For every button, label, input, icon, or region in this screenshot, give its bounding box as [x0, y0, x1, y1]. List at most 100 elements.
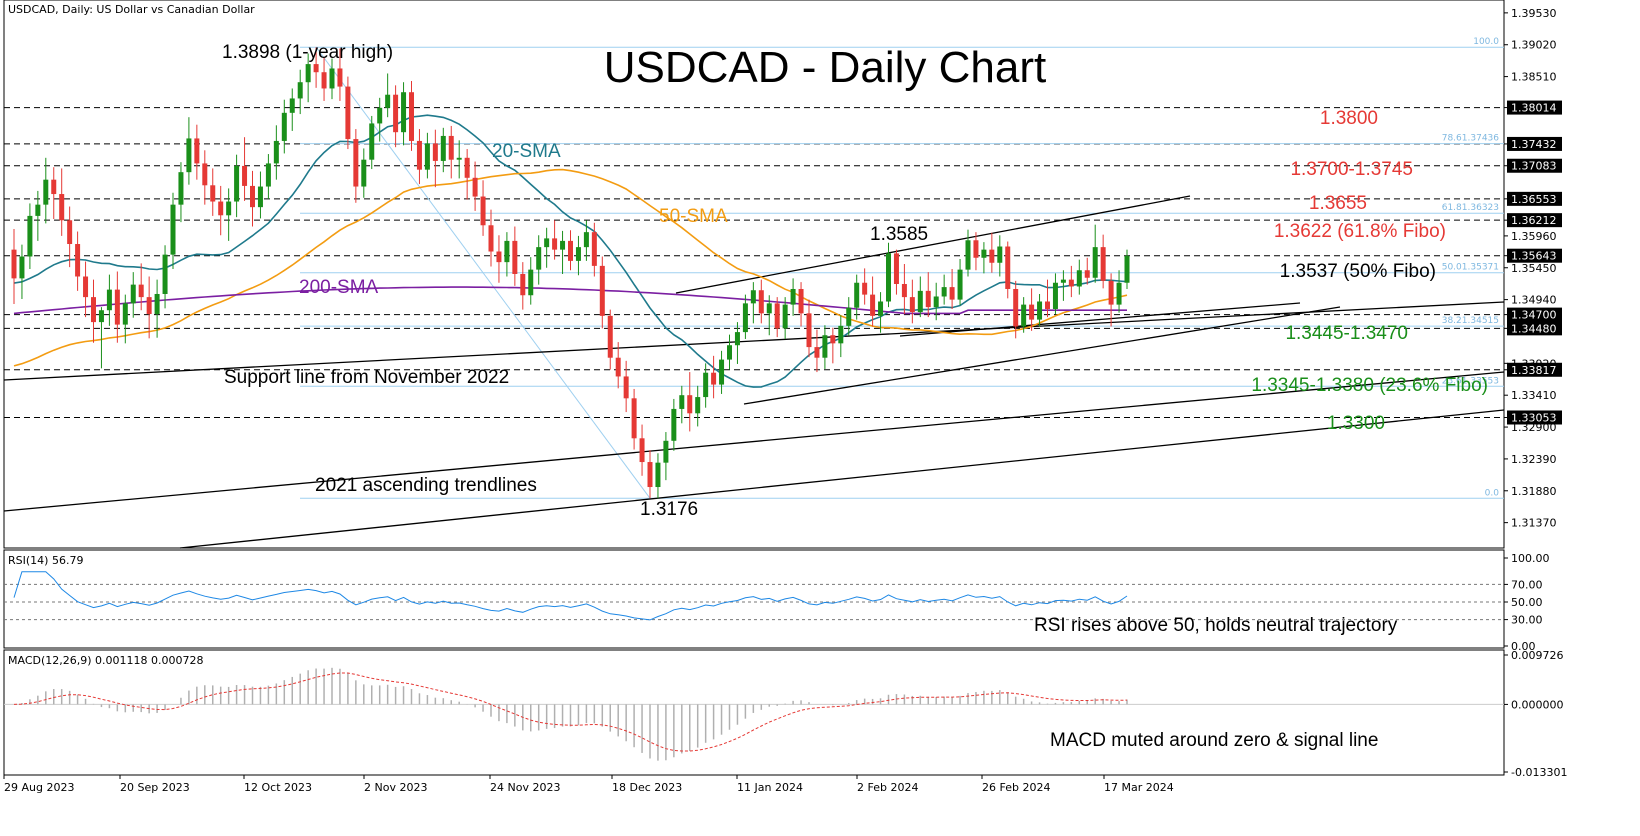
- candle-body: [19, 256, 25, 279]
- price-tick-highlight: [1507, 410, 1562, 425]
- candle-body: [385, 94, 391, 108]
- candle: [941, 274, 947, 305]
- candle: [981, 242, 987, 274]
- candle: [727, 334, 732, 370]
- date-tick-label: 18 Dec 2023: [612, 781, 682, 794]
- rsi-tick-label: 30.00: [1511, 614, 1543, 627]
- candle-body: [297, 82, 303, 99]
- fib-label: 61.81.36323: [1442, 203, 1499, 213]
- candle: [257, 171, 263, 219]
- candle-body: [941, 287, 947, 297]
- price-tick-highlight: [1507, 158, 1562, 173]
- candle: [393, 85, 399, 148]
- candle: [846, 297, 852, 336]
- candle-body: [806, 313, 812, 348]
- rsi-header: RSI(14) 56.79: [8, 554, 83, 567]
- candle: [1084, 257, 1090, 285]
- rsi-layer: 100.00 70.00 50.00 30.00 0.00: [4, 552, 1550, 653]
- candle: [265, 154, 271, 200]
- candle-body: [854, 282, 860, 308]
- candle-body: [671, 408, 677, 441]
- candle-body: [1108, 280, 1114, 305]
- candle-body: [162, 254, 168, 294]
- candle: [862, 268, 868, 305]
- candle-body: [186, 138, 192, 173]
- candle: [758, 279, 764, 324]
- candle: [1068, 265, 1074, 298]
- candle-body: [432, 143, 438, 161]
- candle: [1092, 224, 1098, 283]
- date-tick-label: 11 Jan 2024: [737, 781, 803, 794]
- rsi-tick-label: 100.00: [1511, 552, 1550, 565]
- candle: [353, 129, 359, 203]
- candle-body: [242, 165, 248, 186]
- candle: [361, 148, 367, 198]
- candle-body: [655, 462, 661, 488]
- candle: [337, 48, 343, 101]
- candle: [440, 127, 446, 173]
- candle-body: [727, 345, 732, 360]
- trendline-layer: [3, 195, 1505, 549]
- candle: [409, 80, 414, 151]
- date-tick-label: 2 Nov 2023: [364, 781, 427, 794]
- candle-body: [43, 179, 49, 205]
- candle-body: [226, 201, 232, 216]
- candle: [671, 398, 677, 451]
- candle-body: [695, 397, 701, 414]
- candle-body: [981, 249, 987, 258]
- candle-body: [67, 220, 73, 245]
- candle: [448, 125, 454, 179]
- candle: [488, 209, 494, 267]
- price-tick-label: 1.33053: [1511, 411, 1557, 424]
- candle-body: [1084, 270, 1090, 278]
- candle: [965, 229, 971, 277]
- candle-body: [965, 240, 971, 270]
- candle-body: [51, 179, 57, 195]
- candle-body: [369, 123, 375, 160]
- candle-body: [464, 157, 470, 178]
- annotation-support-nov2022: Support line from November 2022: [224, 367, 509, 388]
- candle-body: [997, 246, 1003, 263]
- fib-label: 0.0: [1485, 488, 1500, 498]
- candle: [329, 58, 335, 100]
- candle: [782, 297, 788, 339]
- candle: [742, 294, 748, 339]
- candle: [289, 88, 295, 131]
- ma-line-20-sma: [13, 114, 1128, 388]
- candle: [925, 272, 931, 318]
- rsi-panel-frame: [3, 549, 1505, 649]
- trendline-2021-upper: [3, 371, 1505, 512]
- candle-body: [1005, 246, 1011, 289]
- candle-body: [568, 240, 573, 261]
- candle-body: [1100, 247, 1106, 281]
- candle-body: [337, 68, 343, 87]
- macd-header: MACD(12,26,9) 0.001118 0.000728: [8, 654, 204, 667]
- candle-body: [846, 307, 852, 326]
- candle: [202, 150, 208, 205]
- candle-body: [114, 289, 120, 325]
- candle-body: [353, 139, 359, 187]
- candle: [822, 325, 828, 369]
- candle: [854, 274, 860, 320]
- candle-body: [11, 249, 17, 279]
- candle: [1037, 293, 1043, 327]
- candle-body: [424, 143, 430, 170]
- candle-body: [838, 325, 844, 344]
- candle: [607, 309, 613, 370]
- candle: [178, 162, 184, 223]
- candle-body: [35, 204, 41, 216]
- candle: [909, 279, 915, 324]
- price-tick-label: 1.32900: [1511, 421, 1557, 434]
- candle-body: [289, 98, 295, 113]
- candle-body: [1092, 247, 1098, 278]
- candle: [520, 262, 526, 310]
- candle: [281, 99, 287, 154]
- candle-body: [1029, 304, 1035, 320]
- candle: [1021, 297, 1027, 333]
- candle: [234, 154, 240, 218]
- candle-body: [456, 157, 462, 160]
- candle: [138, 263, 144, 311]
- candle: [790, 278, 796, 316]
- candle-body: [623, 376, 629, 399]
- price-tick-label: 1.36553: [1511, 193, 1557, 206]
